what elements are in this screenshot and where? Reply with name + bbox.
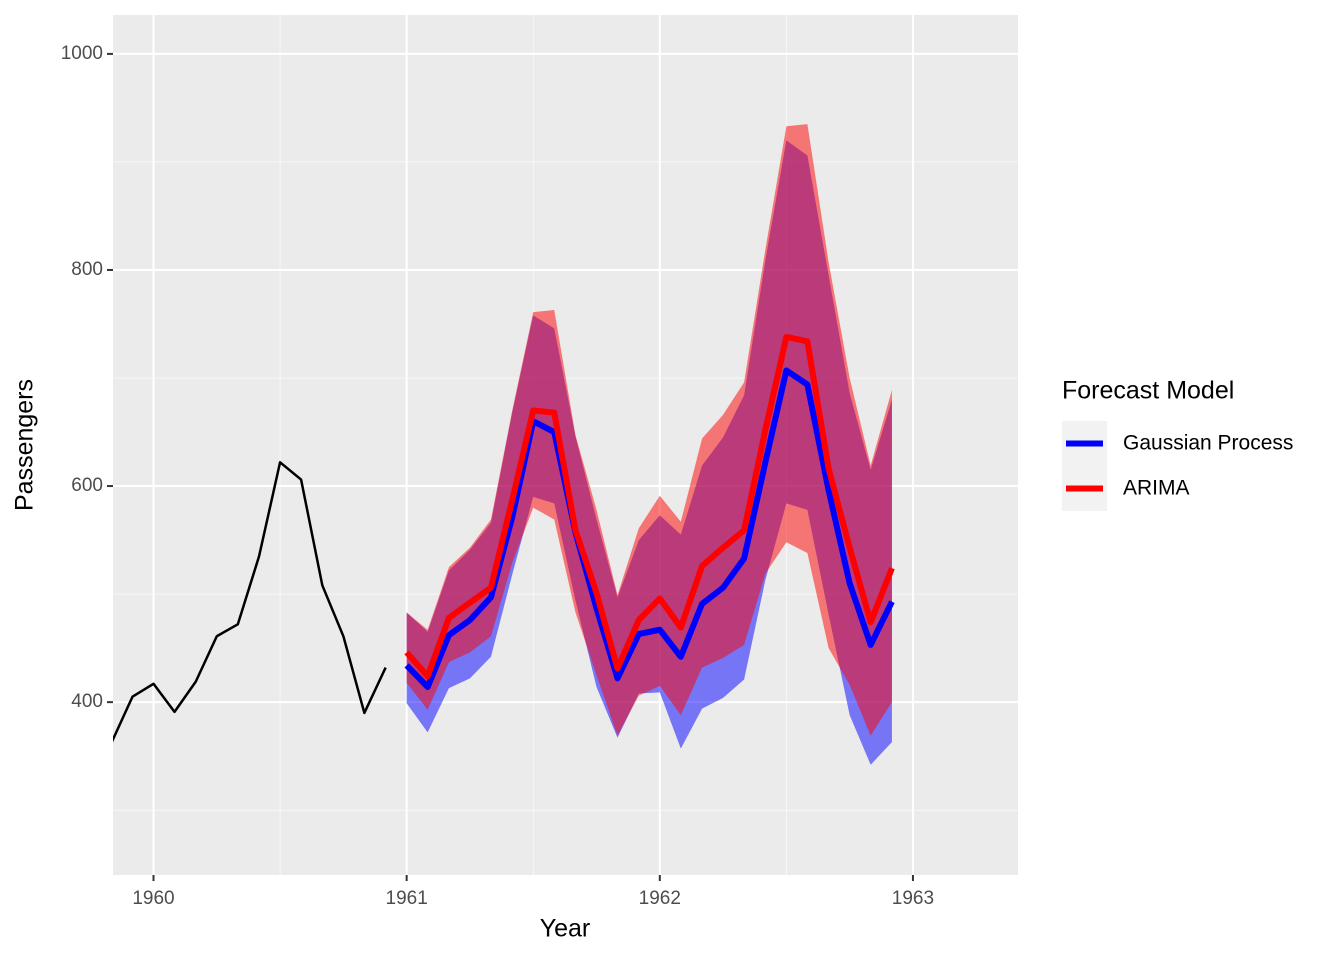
x-axis-title: Year bbox=[540, 915, 591, 943]
grid bbox=[113, 15, 1018, 875]
y-axis-title: Passengers bbox=[11, 379, 39, 511]
confidence-band bbox=[406, 124, 892, 736]
x-tick-label: 1961 bbox=[386, 888, 428, 909]
legend-label: Gaussian Process bbox=[1123, 432, 1293, 455]
y-tick-label: 1000 bbox=[61, 43, 103, 64]
y-tick-label: 600 bbox=[71, 475, 103, 496]
legend: Forecast Model Gaussian Process ARIMA bbox=[1062, 377, 1293, 511]
axes: 400 600 800 1000 1960 1961 1962 1963 bbox=[61, 43, 934, 909]
plot-marks bbox=[113, 124, 895, 765]
x-tick-label: 1960 bbox=[132, 888, 174, 909]
x-tick-label: 1963 bbox=[892, 888, 934, 909]
legend-title: Forecast Model bbox=[1062, 377, 1234, 405]
history-line bbox=[113, 461, 387, 743]
forecast-line bbox=[404, 367, 895, 691]
forecast-line bbox=[404, 333, 895, 680]
x-tick-label: 1962 bbox=[639, 888, 681, 909]
y-tick-label: 800 bbox=[71, 259, 103, 280]
legend-label: ARIMA bbox=[1123, 477, 1190, 500]
y-tick-label: 400 bbox=[71, 691, 103, 712]
